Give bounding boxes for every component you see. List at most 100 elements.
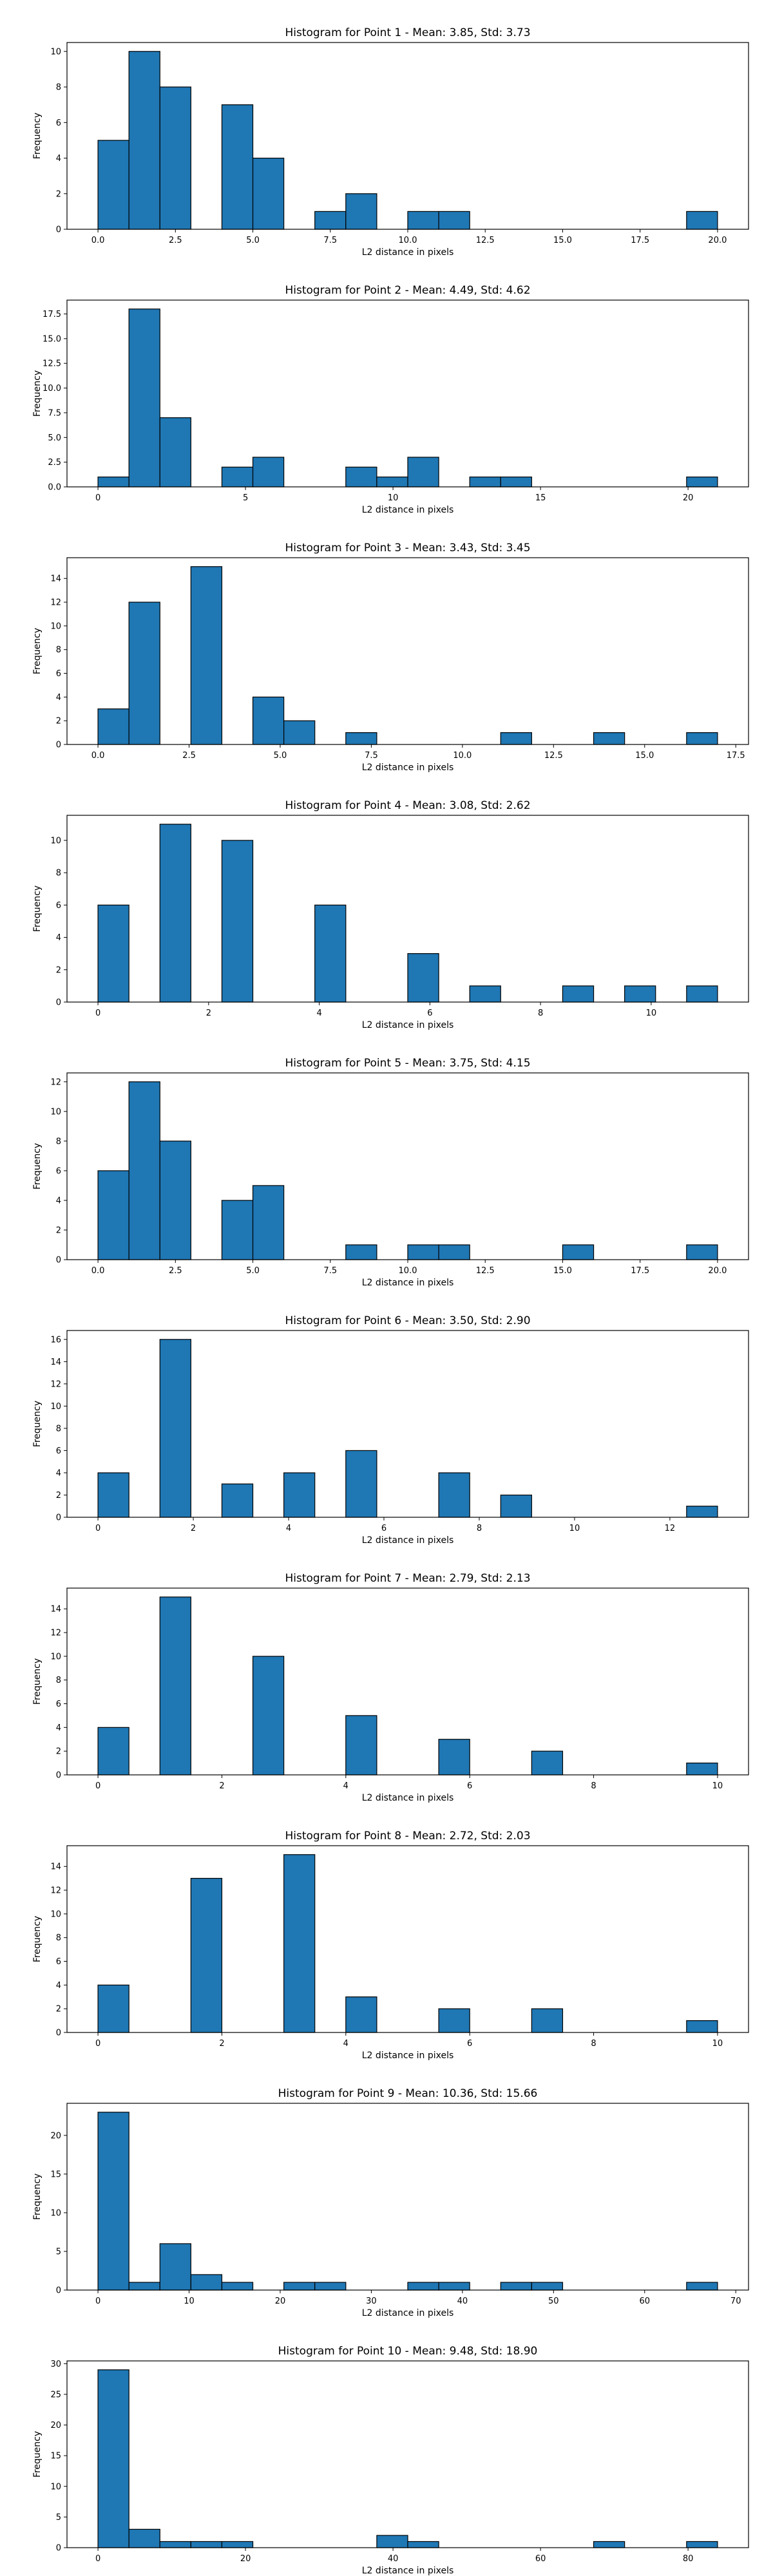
x-tick-label: 10 xyxy=(184,2297,195,2306)
x-tick-label: 0.0 xyxy=(91,751,105,761)
x-tick-label: 0 xyxy=(95,493,100,503)
axes-frame xyxy=(66,2360,749,2548)
y-tick-label: 10 xyxy=(50,621,61,631)
x-tick-label: 2.5 xyxy=(182,751,196,761)
x-tick-label: 60 xyxy=(535,2554,546,2564)
y-axis-label: Frequency xyxy=(32,1143,43,1189)
x-tick-label: 10 xyxy=(646,1009,657,1018)
x-tick-label: 2 xyxy=(219,2039,224,2049)
histogram-bar xyxy=(314,211,347,230)
histogram-bar xyxy=(686,1506,718,1518)
y-tick-label: 10 xyxy=(50,2482,61,2492)
x-tick-label: 6 xyxy=(381,1524,386,1533)
histogram-bar xyxy=(128,601,160,745)
y-axis-label: Frequency xyxy=(32,113,43,159)
histogram-bar xyxy=(686,211,718,230)
y-tick-label: 6 xyxy=(56,1446,61,1456)
chart-title: Histogram for Point 1 - Mean: 3.85, Std:… xyxy=(285,26,530,39)
x-tick-label: 5.0 xyxy=(274,751,287,761)
x-tick-label: 6 xyxy=(427,1009,432,1018)
x-axis-label: L2 distance in pixels xyxy=(362,1535,454,1546)
histogram-bar xyxy=(252,696,285,745)
y-tick-label: 0.0 xyxy=(48,483,61,493)
histogram-panel-10: Histogram for Point 10 - Mean: 9.48, Std… xyxy=(32,2345,749,2576)
histogram-bar xyxy=(407,457,439,488)
histogram-bar xyxy=(159,1141,191,1260)
x-tick-label: 7.5 xyxy=(323,236,337,245)
y-tick-label: 0 xyxy=(56,1771,61,1781)
y-tick-label: 15.0 xyxy=(43,334,61,344)
histogram-bar xyxy=(97,140,129,230)
histogram-bar xyxy=(407,1244,439,1260)
histogram-bar xyxy=(221,2282,254,2291)
y-axis-label: Frequency xyxy=(32,1916,43,1962)
histogram-bar xyxy=(314,2282,347,2291)
y-tick-label: 2 xyxy=(56,2005,61,2014)
y-tick-label: 2 xyxy=(56,1747,61,1757)
y-tick-label: 14 xyxy=(50,574,61,584)
chart-title: Histogram for Point 7 - Mean: 2.79, Std:… xyxy=(285,1572,530,1585)
histogram-bar xyxy=(128,2282,160,2291)
y-tick-label: 0 xyxy=(56,2544,61,2553)
histogram-bar xyxy=(128,51,160,230)
chart-title: Histogram for Point 6 - Mean: 3.50, Std:… xyxy=(285,1314,530,1327)
y-tick-label: 25 xyxy=(50,2390,61,2400)
x-tick-label: 8 xyxy=(591,1781,596,1791)
x-tick-label: 15.0 xyxy=(553,1266,572,1276)
x-tick-label: 12.5 xyxy=(544,751,563,761)
y-axis-label: Frequency xyxy=(32,1401,43,1447)
histogram-bar xyxy=(252,157,285,230)
x-tick-label: 4 xyxy=(343,2039,348,2049)
histogram-bar xyxy=(97,1727,129,1776)
x-axis-label: L2 distance in pixels xyxy=(362,2566,454,2576)
histogram-bar xyxy=(438,1739,470,1776)
x-tick-label: 12.5 xyxy=(476,236,495,245)
histogram-bar xyxy=(283,1854,316,2033)
histogram-bar xyxy=(221,2541,254,2548)
x-axis-label: L2 distance in pixels xyxy=(362,1020,454,1030)
x-tick-label: 5 xyxy=(243,493,248,503)
histogram-bar xyxy=(345,1715,377,1776)
x-axis-label: L2 distance in pixels xyxy=(362,505,454,515)
histogram-bar xyxy=(159,824,191,1003)
histogram-bar xyxy=(221,104,254,230)
x-tick-label: 8 xyxy=(477,1524,482,1533)
x-tick-label: 2.5 xyxy=(169,1266,182,1276)
x-tick-label: 70 xyxy=(730,2297,741,2306)
histogram-bar xyxy=(686,2020,718,2033)
histogram-bar xyxy=(500,732,532,745)
x-tick-label: 30 xyxy=(366,2297,377,2306)
axes-frame xyxy=(66,1845,749,2033)
histogram-bar xyxy=(686,1762,718,1776)
histogram-panel-7: Histogram for Point 7 - Mean: 2.79, Std:… xyxy=(32,1572,749,1803)
histogram-bar xyxy=(159,86,191,230)
y-tick-label: 10 xyxy=(50,1909,61,1919)
x-tick-label: 8 xyxy=(538,1009,543,1018)
histogram-bar xyxy=(283,1472,316,1518)
y-tick-label: 4 xyxy=(56,1468,61,1478)
y-tick-label: 12.5 xyxy=(43,359,61,369)
y-tick-label: 8 xyxy=(56,645,61,655)
x-tick-label: 20.0 xyxy=(708,236,727,245)
y-tick-label: 12 xyxy=(50,1379,61,1389)
histogram-bar xyxy=(500,477,532,488)
histogram-panel-3: Histogram for Point 3 - Mean: 3.43, Std:… xyxy=(32,542,749,773)
histogram-panel-6: Histogram for Point 6 - Mean: 3.50, Std:… xyxy=(32,1314,749,1546)
histogram-bar xyxy=(562,985,595,1003)
x-tick-label: 40 xyxy=(457,2297,468,2306)
y-tick-label: 14 xyxy=(50,1605,61,1615)
y-tick-label: 12 xyxy=(50,1077,61,1087)
axes-frame xyxy=(66,557,749,745)
x-tick-label: 5.0 xyxy=(246,1266,260,1276)
histogram-panel-2: Histogram for Point 2 - Mean: 4.49, Std:… xyxy=(32,284,749,515)
y-axis-label: Frequency xyxy=(32,370,43,417)
y-tick-label: 6 xyxy=(56,1957,61,1967)
histogram-bar xyxy=(562,1244,595,1260)
histogram-bar xyxy=(97,2369,129,2548)
histogram-bar xyxy=(128,1081,160,1260)
x-axis-label: L2 distance in pixels xyxy=(362,247,454,258)
histogram-bar xyxy=(438,1472,470,1518)
y-tick-label: 12 xyxy=(50,598,61,608)
histogram-bar xyxy=(686,2282,718,2291)
y-tick-label: 10 xyxy=(50,1652,61,1662)
